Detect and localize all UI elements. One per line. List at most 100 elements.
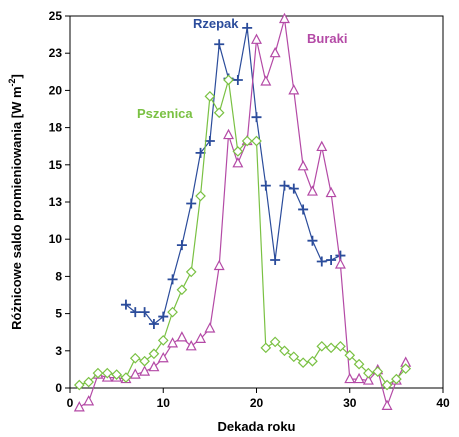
x-tick-label: 40 xyxy=(436,396,450,410)
data-point-buraki xyxy=(260,75,272,86)
plot-frame xyxy=(69,15,444,389)
data-point-pszenica xyxy=(73,379,85,391)
data-point-pszenica xyxy=(307,355,318,367)
data-point-rzepak xyxy=(158,311,169,322)
data-point-buraki xyxy=(185,340,197,351)
data-point-rzepak xyxy=(204,135,215,146)
series-layer xyxy=(73,12,412,412)
data-point-buraki xyxy=(223,128,235,140)
data-point-pszenica xyxy=(120,372,132,383)
y-tick-label: 20 xyxy=(49,83,63,97)
labels: Dekada roku Różnicowe saldo promieniowan… xyxy=(7,16,347,434)
data-point-pszenica xyxy=(148,348,160,360)
data-point-buraki xyxy=(325,186,337,198)
data-point-rzepak xyxy=(195,147,206,158)
series-rzepak xyxy=(120,22,346,330)
data-point-buraki xyxy=(334,258,346,269)
data-point-buraki xyxy=(129,368,141,379)
data-point-pszenica xyxy=(129,352,141,364)
data-point-pszenica xyxy=(167,306,178,318)
data-point-pszenica xyxy=(176,284,188,296)
x-tick-label: 30 xyxy=(343,396,357,410)
y-tick-label: 18 xyxy=(49,121,63,135)
y-tick-label: 8 xyxy=(55,269,62,283)
data-point-pszenica xyxy=(372,366,384,377)
data-point-rzepak xyxy=(251,112,262,123)
series-line-buraki xyxy=(78,18,407,408)
data-point-buraki xyxy=(344,372,356,384)
data-point-buraki xyxy=(269,46,281,58)
data-point-buraki xyxy=(204,322,216,333)
data-point-pszenica xyxy=(185,266,197,278)
data-point-buraki xyxy=(278,12,290,24)
data-point-buraki xyxy=(353,372,365,384)
data-point-rzepak xyxy=(316,256,327,267)
data-point-buraki xyxy=(316,140,328,152)
data-point-pszenica xyxy=(335,340,346,352)
data-point-pszenica xyxy=(213,107,225,119)
data-point-rzepak xyxy=(270,255,281,266)
series-pszenica xyxy=(73,74,412,391)
x-axis-title: Dekada roku xyxy=(217,419,295,434)
data-point-buraki xyxy=(148,360,160,372)
data-point-pszenica xyxy=(232,146,244,157)
data-point-pszenica xyxy=(83,376,94,388)
data-point-pszenica xyxy=(260,342,272,354)
data-point-buraki xyxy=(297,160,309,171)
y-axis-title-close: ] xyxy=(9,74,24,78)
data-point-rzepak xyxy=(279,180,290,191)
data-point-rzepak xyxy=(130,307,141,318)
y-axis-title-superscript: -2 xyxy=(7,78,17,86)
series-line-rzepak xyxy=(125,27,341,325)
data-point-rzepak xyxy=(214,39,225,50)
data-point-pszenica xyxy=(297,357,309,369)
y-axis-title: Różnicowe saldo promieniowania [W m-2] xyxy=(7,74,24,330)
data-point-rzepak xyxy=(176,240,187,251)
data-point-pszenica xyxy=(344,349,356,361)
data-point-pszenica xyxy=(111,369,122,380)
data-point-pszenica xyxy=(400,363,412,375)
data-point-pszenica xyxy=(195,190,206,202)
data-point-rzepak xyxy=(288,183,299,194)
data-point-rzepak xyxy=(232,74,243,85)
data-point-pszenica xyxy=(316,340,328,352)
data-point-rzepak xyxy=(167,274,178,285)
data-point-buraki xyxy=(176,331,188,342)
data-point-pszenica xyxy=(204,91,216,102)
y-tick-label: 10 xyxy=(49,232,63,246)
series-label-buraki: Buraki xyxy=(307,31,347,46)
data-point-pszenica xyxy=(139,355,150,367)
data-point-buraki xyxy=(232,157,244,168)
data-point-buraki xyxy=(195,332,207,343)
data-point-pszenica xyxy=(251,135,262,147)
y-tick-label: 15 xyxy=(49,158,63,172)
data-point-pszenica xyxy=(288,351,300,363)
series-label-rzepak: Rzepak xyxy=(193,16,239,31)
y-tick-label: 23 xyxy=(49,46,63,60)
data-point-pszenica xyxy=(92,367,104,379)
data-point-pszenica xyxy=(241,135,253,147)
data-point-rzepak xyxy=(186,198,197,209)
data-point-pszenica xyxy=(353,358,365,370)
data-point-pszenica xyxy=(157,335,169,346)
plot-area xyxy=(69,15,444,389)
data-point-pszenica xyxy=(363,367,374,379)
y-tick-label: 5 xyxy=(55,307,62,321)
data-point-rzepak xyxy=(307,235,318,246)
data-point-pszenica xyxy=(223,74,234,86)
series-line-pszenica xyxy=(79,79,407,386)
data-point-rzepak xyxy=(326,255,337,266)
data-point-rzepak xyxy=(260,180,271,191)
y-tick-label: 3 xyxy=(55,344,62,358)
data-point-rzepak xyxy=(148,319,159,330)
data-point-buraki xyxy=(167,337,179,348)
y-axis-title-main: Różnicowe saldo promieniowania [W m xyxy=(9,86,24,329)
data-point-buraki xyxy=(73,401,85,412)
data-point-pszenica xyxy=(269,336,281,348)
data-point-rzepak xyxy=(298,204,309,215)
data-point-pszenica xyxy=(325,342,337,354)
data-point-rzepak xyxy=(120,299,131,310)
data-point-buraki xyxy=(288,84,300,95)
x-tick-label: 0 xyxy=(67,396,74,410)
